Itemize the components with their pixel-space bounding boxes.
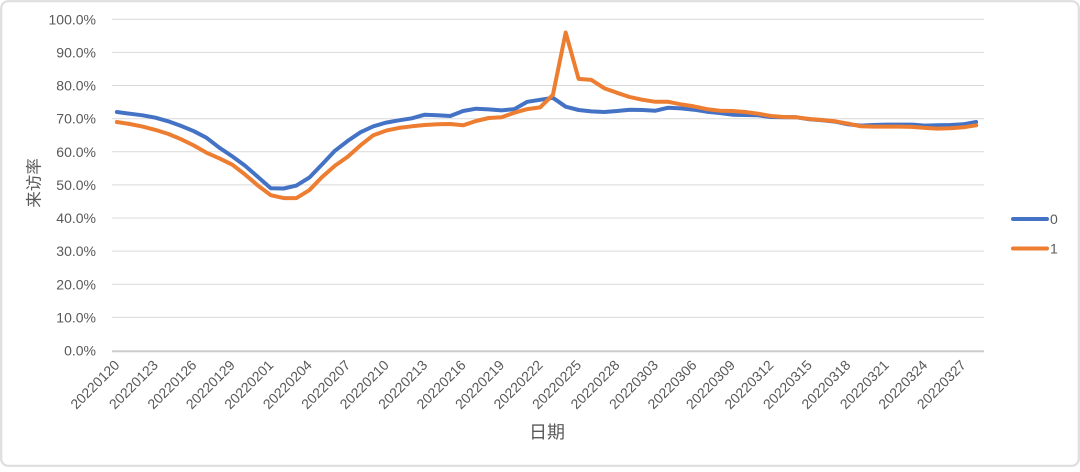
svg-text:60.0%: 60.0% — [56, 144, 96, 160]
svg-text:70.0%: 70.0% — [56, 111, 96, 127]
svg-text:90.0%: 90.0% — [56, 44, 96, 60]
svg-text:100.0%: 100.0% — [49, 11, 96, 27]
svg-text:80.0%: 80.0% — [56, 78, 96, 94]
svg-text:0: 0 — [1050, 211, 1058, 227]
svg-text:10.0%: 10.0% — [56, 309, 96, 325]
svg-text:0.0%: 0.0% — [64, 343, 96, 359]
svg-text:40.0%: 40.0% — [56, 210, 96, 226]
svg-text:1: 1 — [1050, 241, 1058, 257]
svg-text:30.0%: 30.0% — [56, 243, 96, 259]
svg-text:50.0%: 50.0% — [56, 177, 96, 193]
svg-text:20.0%: 20.0% — [56, 276, 96, 292]
